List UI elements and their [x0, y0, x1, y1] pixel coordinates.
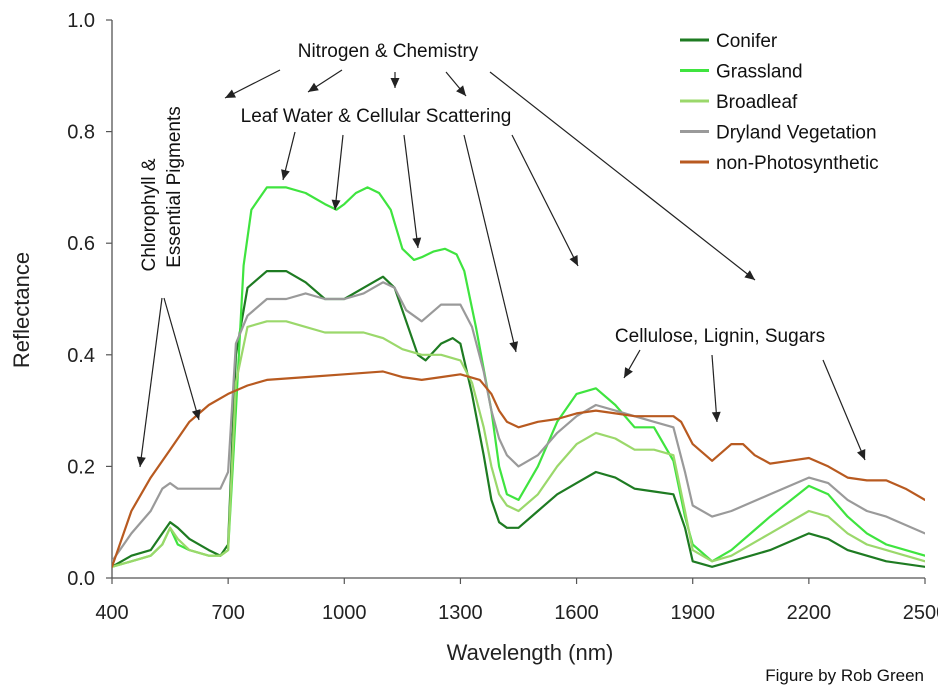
x-axis-title: Wavelength (nm) — [447, 640, 614, 665]
legend-label-conifer: Conifer — [716, 31, 778, 52]
arrow-shaft — [403, 134, 419, 249]
arrow-head — [412, 237, 422, 248]
arrow-shaft — [334, 134, 344, 211]
x-tick-label: 2200 — [787, 602, 832, 624]
y-tick-label: 0.4 — [67, 345, 95, 367]
x-tick-label: 700 — [211, 602, 244, 624]
legend-label-grassland: Grassland — [716, 62, 803, 83]
arrow-shaft — [489, 71, 756, 281]
series-line-non-photosynthetic — [112, 370, 925, 568]
series-line-conifer — [112, 270, 925, 568]
annotation-arrows — [136, 69, 866, 468]
x-tick-label: 1300 — [438, 602, 483, 624]
arrow-head — [711, 411, 721, 422]
arrow-shaft — [224, 69, 281, 99]
annotations: Nitrogen & Chemistry Leaf Water & Cellul… — [139, 41, 825, 347]
arrow-shaft — [711, 354, 718, 423]
arrow-head — [225, 89, 236, 98]
arrow-head — [857, 449, 866, 460]
y-tick-label: 0.6 — [67, 233, 95, 255]
arrow-head — [390, 78, 400, 88]
arrow-head — [569, 255, 578, 266]
series-line-broadleaf — [112, 320, 925, 568]
x-tick-label: 1000 — [322, 602, 367, 624]
arrow-head — [744, 270, 755, 280]
legend-label-broadleaf: Broadleaf — [716, 92, 798, 113]
series-line-dryland-vegetation — [112, 281, 925, 563]
arrow-shaft — [463, 134, 517, 353]
y-tick-label: 0.2 — [67, 456, 95, 478]
y-tick-label: 0.0 — [67, 568, 95, 590]
arrow-head — [308, 82, 319, 92]
arrow-shaft — [511, 134, 579, 267]
y-axis-title: Reflectance — [9, 252, 34, 368]
axes — [111, 20, 925, 579]
arrow-head — [456, 85, 466, 96]
arrow-shaft — [822, 359, 866, 461]
y-tick-label: 1.0 — [67, 10, 95, 32]
arrow-shaft — [163, 297, 200, 421]
arrow-head — [281, 169, 290, 180]
annotation-cellulose: Cellulose, Lignin, Sugars — [615, 326, 825, 347]
series-lines — [112, 186, 925, 568]
arrow-head — [136, 456, 146, 467]
annotation-pigments: Essential Pigments — [164, 106, 185, 268]
x-tick-label: 400 — [95, 602, 128, 624]
figure-credit: Figure by Rob Green — [765, 666, 924, 685]
legend: Conifer Grassland Broadleaf Dryland Vegetat… — [680, 31, 879, 174]
arrow-head — [191, 409, 201, 420]
arrow-shaft — [139, 297, 163, 468]
arrow-head — [624, 367, 633, 378]
x-tick-label: 1900 — [670, 602, 715, 624]
annotation-nitrogen: Nitrogen & Chemistry — [298, 41, 479, 62]
x-tick-label: 1600 — [554, 602, 599, 624]
y-tick-label: 0.8 — [67, 122, 95, 144]
arrow-head — [509, 341, 518, 352]
annotation-chlorophyll: Chlorophyll & — [139, 158, 160, 271]
legend-label-non-photosynthetic: non-Photosynthetic — [716, 153, 879, 174]
annotation-leaf-water: Leaf Water & Cellular Scattering — [241, 106, 512, 127]
legend-label-dryland-vegetation: Dryland Vegetation — [716, 123, 877, 144]
arrow-head — [331, 199, 341, 210]
y-ticks: 0.0 0.2 0.4 0.6 0.8 1.0 — [67, 10, 112, 590]
